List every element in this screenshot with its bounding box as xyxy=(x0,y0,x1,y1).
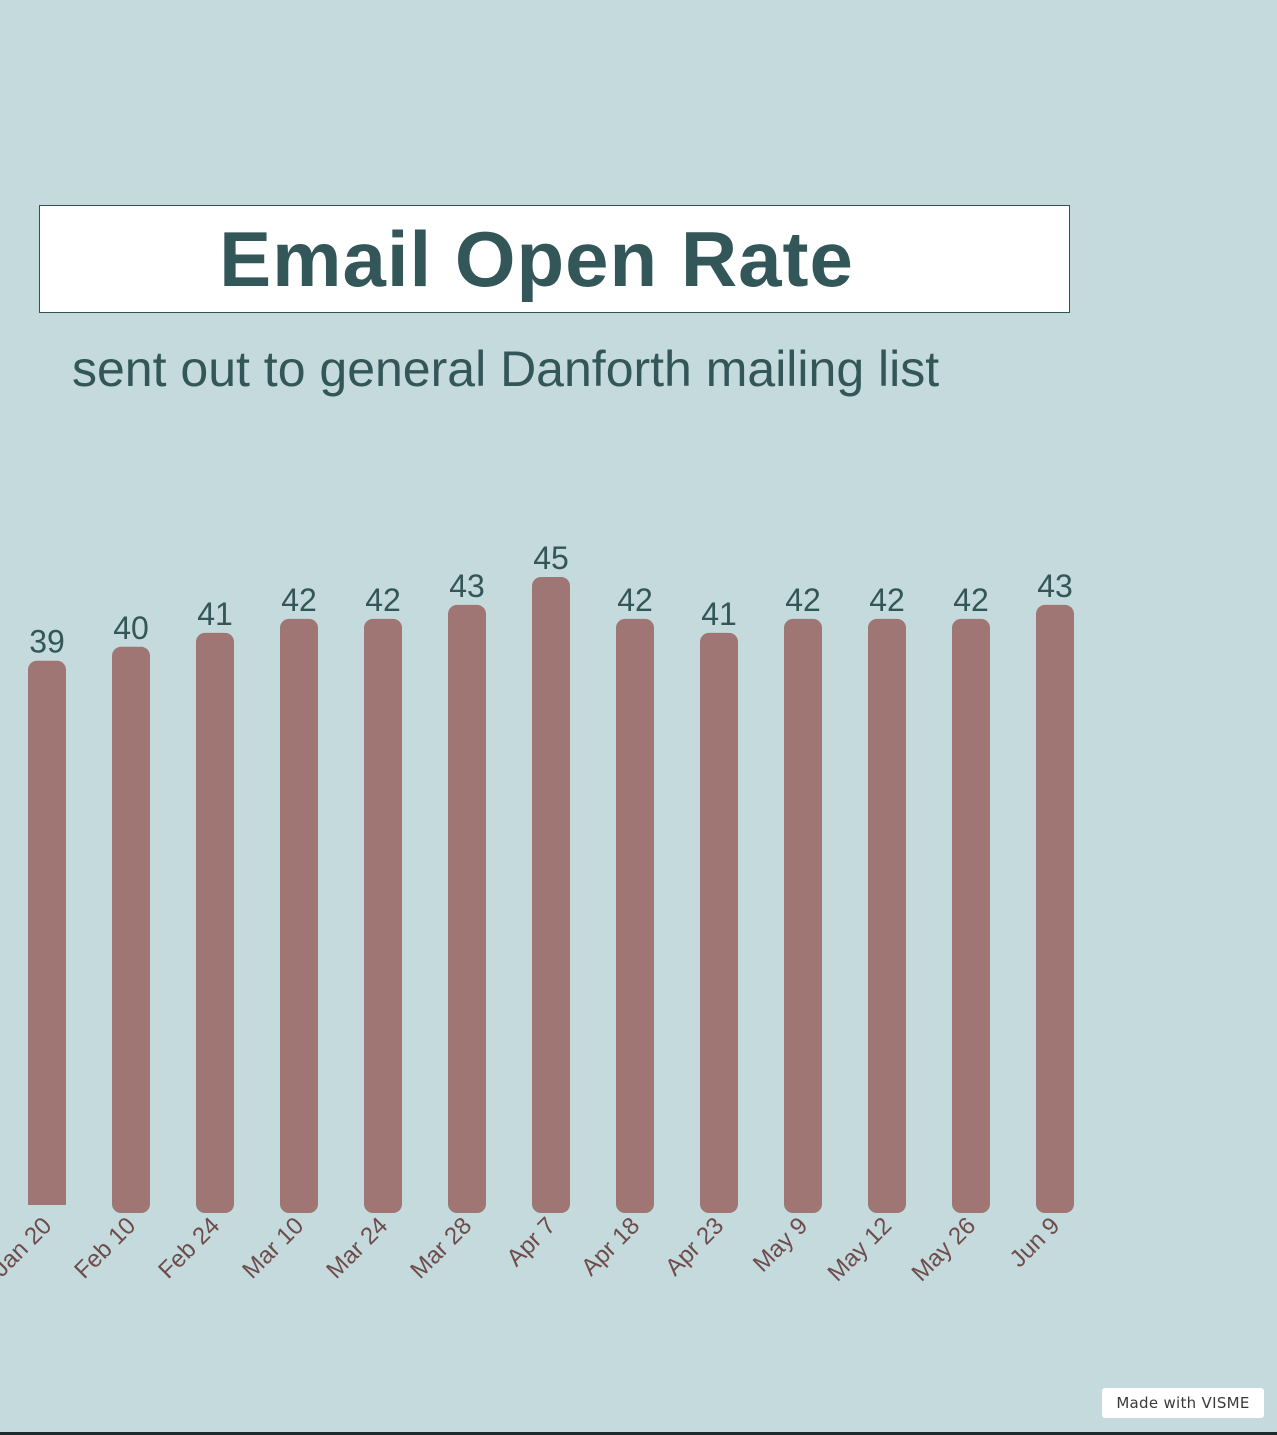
bar-mar-28 xyxy=(448,604,486,1213)
data-label: 42 xyxy=(869,582,905,618)
bar-feb-10 xyxy=(112,646,150,1213)
chart-title-box: Email Open Rate xyxy=(39,205,1070,313)
data-label: 43 xyxy=(449,568,485,604)
chart-subtitle: sent out to general Danforth mailing lis… xyxy=(72,341,940,397)
x-tick-label: May 26 xyxy=(906,1212,981,1287)
data-label: 42 xyxy=(617,582,653,618)
data-label: 41 xyxy=(701,596,737,632)
bar-mar-10 xyxy=(280,618,318,1213)
bar-may-26 xyxy=(952,618,990,1213)
data-label: 45 xyxy=(533,540,569,576)
data-label: 42 xyxy=(953,582,989,618)
data-label: 42 xyxy=(785,582,821,618)
bar-apr-23 xyxy=(700,632,738,1213)
data-label: 41 xyxy=(197,596,233,632)
x-tick-label: Mar 28 xyxy=(405,1212,477,1284)
x-tick-label: Mar 24 xyxy=(321,1212,393,1284)
bottom-border xyxy=(0,1432,1277,1435)
data-label: 43 xyxy=(1037,568,1073,604)
x-tick-label: Apr 7 xyxy=(502,1212,562,1272)
data-label: 39 xyxy=(29,624,65,660)
bar-feb-24 xyxy=(196,632,234,1213)
visme-watermark[interactable]: Made with VISME xyxy=(1102,1388,1264,1418)
bar-apr-18 xyxy=(616,618,654,1213)
bar-mar-24 xyxy=(364,618,402,1213)
bar-chart: 39 40 41 42 42 43 45 42 41 42 42 42 43 Jan 20 Feb 10 Fe… xyxy=(0,540,1100,1287)
data-label: 42 xyxy=(365,582,401,618)
data-label: 40 xyxy=(113,610,149,646)
x-tick-label: Mar 10 xyxy=(237,1212,309,1284)
x-tick-label: Jan 20 xyxy=(0,1212,57,1282)
bar-may-9 xyxy=(784,618,822,1213)
x-tick-label: Feb 24 xyxy=(153,1212,225,1284)
x-tick-label: Jun 9 xyxy=(1005,1212,1066,1273)
data-label: 42 xyxy=(281,582,317,618)
x-tick-label: Apr 18 xyxy=(576,1212,645,1281)
bar-jan-20 xyxy=(28,660,66,1213)
bar-may-12 xyxy=(868,618,906,1213)
x-tick-label: May 9 xyxy=(748,1212,813,1277)
x-tick-label: Feb 10 xyxy=(69,1212,141,1284)
bar-jun-9 xyxy=(1036,604,1074,1213)
bar-apr-7 xyxy=(532,577,570,1213)
chart-title: Email Open Rate xyxy=(219,214,854,303)
x-tick-label: May 12 xyxy=(822,1212,897,1287)
x-tick-label: Apr 23 xyxy=(660,1212,729,1281)
